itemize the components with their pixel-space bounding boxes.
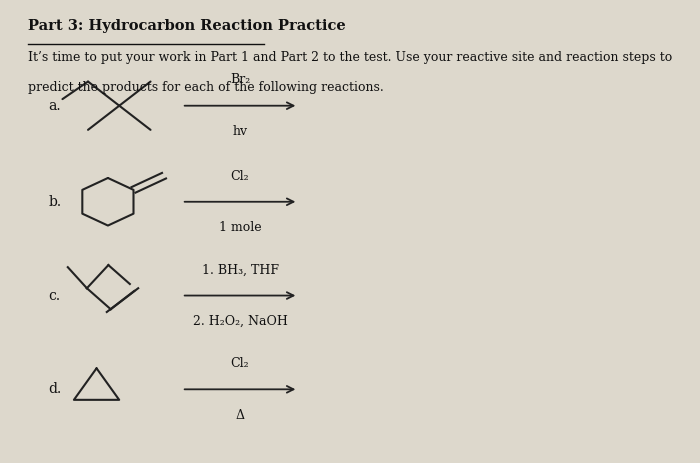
Text: c.: c. [48, 288, 60, 302]
Text: Br₂: Br₂ [230, 74, 250, 87]
Text: 1. BH₃, THF: 1. BH₃, THF [202, 263, 279, 276]
Text: b.: b. [48, 195, 62, 209]
Text: d.: d. [48, 382, 62, 396]
Text: Δ: Δ [235, 408, 244, 421]
Text: hv: hv [232, 125, 248, 138]
Text: a.: a. [48, 99, 61, 113]
Text: predict the products for each of the following reactions.: predict the products for each of the fol… [29, 81, 384, 94]
Text: It’s time to put your work in Part 1 and Part 2 to the test. Use your reactive s: It’s time to put your work in Part 1 and… [29, 51, 673, 64]
Text: Cl₂: Cl₂ [231, 357, 249, 370]
Text: 2. H₂O₂, NaOH: 2. H₂O₂, NaOH [193, 315, 288, 328]
Text: Part 3: Hydrocarbon Reaction Practice: Part 3: Hydrocarbon Reaction Practice [29, 19, 346, 33]
Text: 1 mole: 1 mole [218, 221, 261, 234]
Text: Cl₂: Cl₂ [231, 169, 249, 182]
